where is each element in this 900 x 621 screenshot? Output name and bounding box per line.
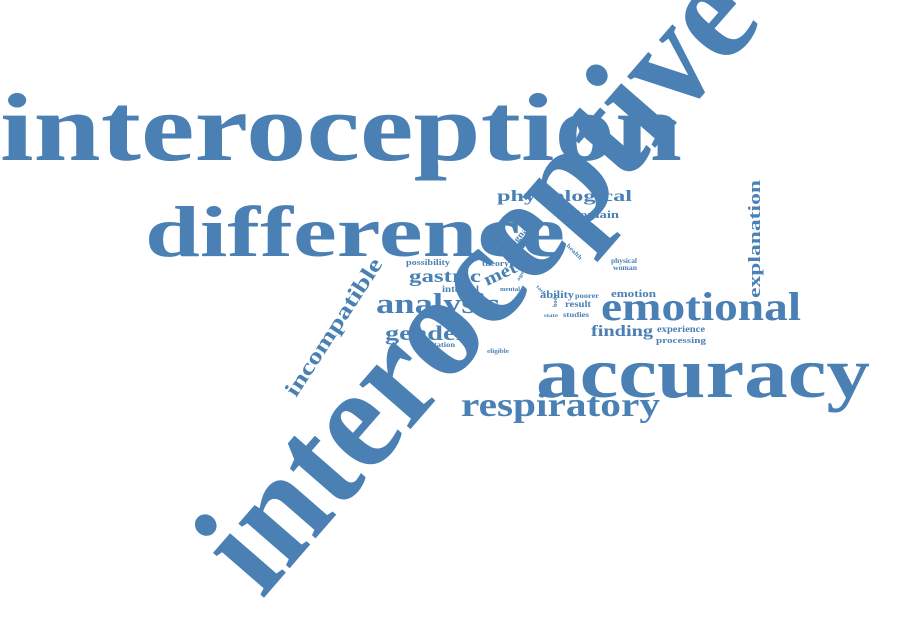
word-interoception: interoception xyxy=(0,74,682,181)
word-ability: ability xyxy=(540,290,574,301)
word-processing: processing xyxy=(656,336,706,345)
word-result: result xyxy=(565,299,591,309)
word-emotional: emotional xyxy=(601,284,801,329)
word-finding: finding xyxy=(591,323,653,340)
word-age: age xyxy=(516,270,526,282)
word-woman: woman xyxy=(613,264,637,272)
word-domain: domain xyxy=(572,209,619,221)
word-physical: physical xyxy=(611,257,637,265)
word-theory: theory xyxy=(482,259,509,268)
word-experience: experience xyxy=(657,324,705,334)
word-accuracy: accuracy xyxy=(536,333,870,413)
word-difference: difference xyxy=(145,192,565,272)
word-analysis: analysis xyxy=(376,289,500,320)
word-poorer: poorer xyxy=(575,292,599,300)
word-internal: internal xyxy=(442,284,480,294)
word-limitation: limitation xyxy=(420,341,455,349)
word-mental: mental xyxy=(500,287,520,293)
word-state: state xyxy=(544,314,559,319)
word-gender: gender xyxy=(385,321,468,345)
word-respiratory: respiratory xyxy=(461,387,660,424)
word-eligible: eligible xyxy=(487,349,509,355)
word-studies: studies xyxy=(563,311,589,319)
word-physiological: physiological xyxy=(497,188,633,205)
word-emotion: emotion xyxy=(611,288,656,300)
word-body: body xyxy=(553,294,559,307)
word-gastric: gastric xyxy=(409,266,481,286)
word-explanation: explanation xyxy=(745,179,764,298)
word-possibility: possibility xyxy=(406,258,450,267)
